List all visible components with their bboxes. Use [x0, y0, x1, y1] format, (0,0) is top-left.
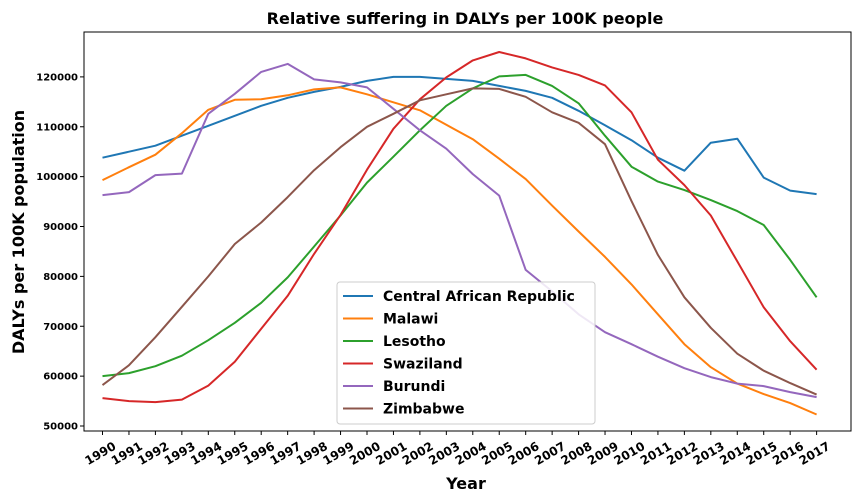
plot-frame [83, 31, 852, 432]
series-line-6 [101, 87, 817, 396]
legend-label: Central African Republic [383, 289, 575, 305]
y-tick-label: 100000 [36, 172, 78, 183]
series-line-1 [102, 75, 817, 196]
legend-box [336, 281, 596, 425]
y-tick-label: 50000 [43, 422, 78, 433]
y-tick-label: 90000 [43, 222, 78, 233]
series-line-3 [102, 73, 818, 378]
legend-label: Malawi [383, 312, 438, 328]
legend-label: Burundi [383, 379, 445, 395]
series-line-4 [102, 51, 818, 404]
y-tick-label: 60000 [43, 372, 78, 383]
x-axis-label: Year [445, 474, 486, 493]
chart-title: Relative suffering in DALYs per 100K peo… [267, 9, 664, 28]
y-tick-label: 110000 [36, 122, 78, 133]
y-tick-label: 120000 [36, 72, 78, 83]
y-tick-label: 80000 [43, 272, 78, 283]
legend-label: Zimbabwe [383, 402, 464, 418]
y-tick-label: 70000 [43, 322, 78, 333]
legend-label: Lesotho [383, 334, 446, 350]
plot-area: 50000 60000 70000 80000 90000 100000 110000 120… [36, 51, 833, 468]
legend: Central African Republic Malawi Lesotho Swa… [336, 281, 596, 425]
legend-label: Swaziland [383, 357, 463, 373]
series-line-5 [102, 62, 817, 399]
y-axis-label: DALYs per 100K population [9, 110, 28, 354]
